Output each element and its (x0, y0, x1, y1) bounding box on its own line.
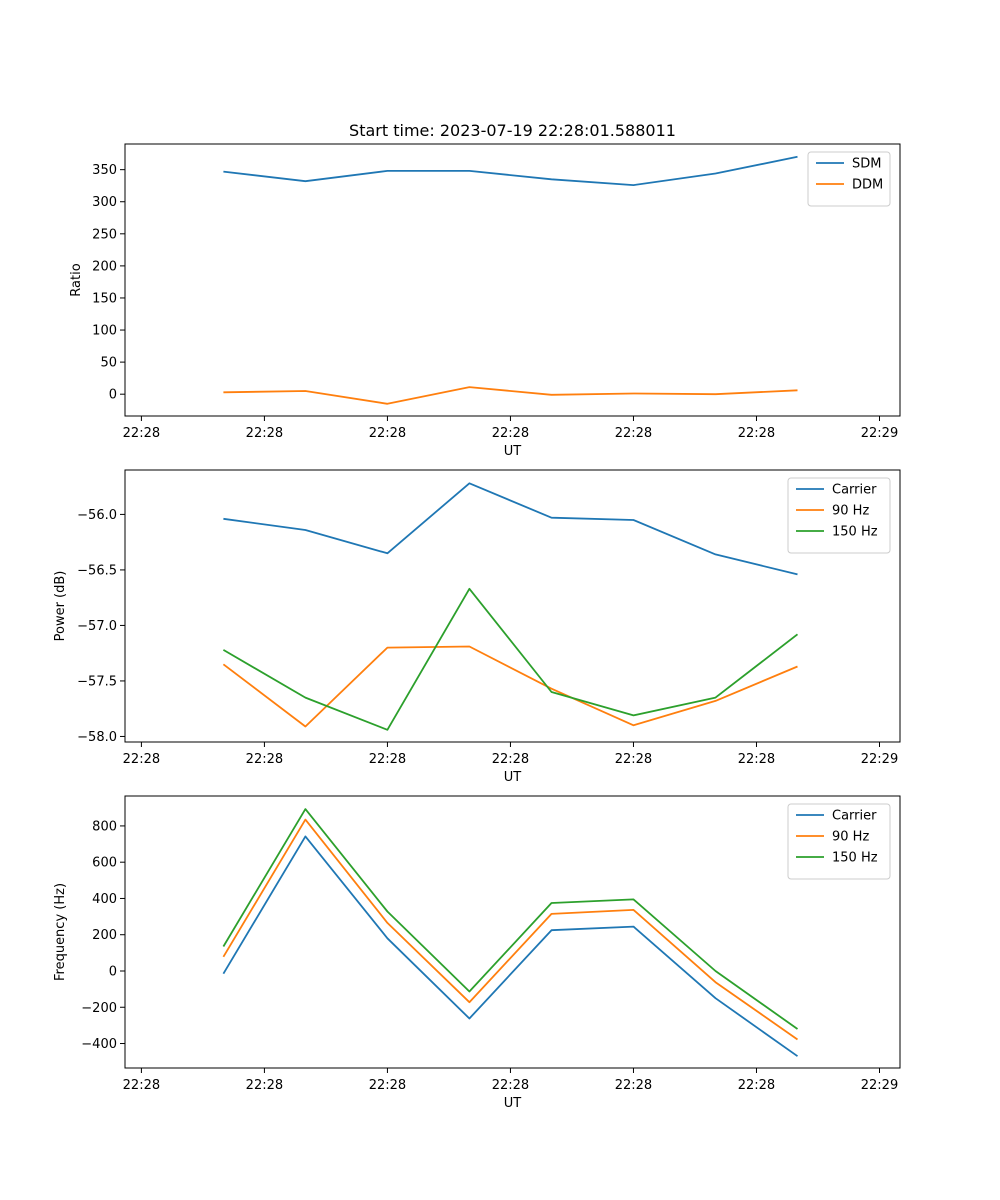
y-tick-label: 150 (92, 291, 117, 306)
ratio-y-axis-label: Ratio (69, 263, 84, 296)
power-chart: 22:28 22:28 22:28 22:28 22:28 22:28 22:29 −58.0… (53, 469, 901, 785)
x-tick-label: 22:29 (861, 426, 898, 441)
x-tick-label: 22:28 (123, 426, 160, 441)
y-tick-label: −57.5 (77, 674, 117, 689)
power-series-carrier-line (223, 482, 798, 576)
x-tick-label: 22:28 (492, 752, 529, 767)
frequency-series-carrier-line (222, 835, 799, 1057)
legend-frame (807, 151, 891, 207)
legend-label: 90 Hz (832, 504, 869, 519)
ratio-legend: SDM DDM (807, 151, 891, 207)
y-tick-label: 0 (109, 388, 117, 403)
x-tick-label: 22:28 (738, 752, 775, 767)
ratio-series-ddm-line (223, 386, 798, 405)
legend-frame (787, 803, 891, 880)
x-tick-label: 22:28 (246, 1078, 283, 1093)
power-series-150-hz-line (222, 587, 799, 731)
y-tick-label: 800 (92, 819, 117, 834)
y-tick-label: 0 (109, 964, 117, 979)
x-tick-label: 22:28 (369, 1078, 406, 1093)
frequency-series-90-hz-line (222, 818, 799, 1041)
x-tick-label: 22:28 (492, 426, 529, 441)
y-tick-label: 200 (92, 928, 117, 943)
x-tick-label: 22:28 (123, 1078, 160, 1093)
legend-frame (787, 477, 891, 554)
y-tick-label: 100 (92, 324, 117, 339)
y-tick-label: −400 (81, 1037, 117, 1052)
legend-label: DDM (852, 178, 883, 193)
ratio-axes-frame (124, 143, 901, 417)
x-tick-label: 22:28 (492, 1078, 529, 1093)
power-legend: Carrier 90 Hz 150 Hz (787, 477, 891, 554)
x-tick-label: 22:29 (861, 1078, 898, 1093)
ratio-series-sdm-line (223, 155, 798, 187)
figure-title: Start time: 2023-07-19 22:28:01.588011 (349, 121, 676, 140)
power-axes-frame (124, 469, 901, 743)
x-tick-label: 22:28 (615, 426, 652, 441)
y-tick-label: −56.5 (77, 563, 117, 578)
power-series-90-hz-line (222, 645, 798, 728)
ratio-chart: Start time: 2023-07-19 22:28:01.588011 22… (69, 121, 901, 459)
y-tick-label: −200 (81, 1001, 117, 1016)
frequency-series-150-hz-line (222, 808, 799, 1030)
y-tick-label: 50 (100, 356, 117, 371)
legend-label: 90 Hz (832, 830, 869, 845)
frequency-y-axis-label: Frequency (Hz) (53, 883, 68, 981)
x-tick-label: 22:28 (369, 752, 406, 767)
y-tick-label: 600 (92, 856, 117, 871)
y-tick-label: 400 (92, 892, 117, 907)
legend-label: SDM (852, 157, 881, 172)
x-tick-label: 22:28 (738, 1078, 775, 1093)
y-tick-label: 250 (92, 227, 117, 242)
x-tick-label: 22:28 (369, 426, 406, 441)
legend-label: Carrier (832, 809, 877, 824)
frequency-chart: 22:28 22:28 22:28 22:28 22:28 22:28 22:29 −400 −… (53, 795, 901, 1111)
legend-label: Carrier (832, 483, 877, 498)
x-tick-label: 22:28 (738, 426, 775, 441)
x-tick-label: 22:28 (123, 752, 160, 767)
legend-label: 150 Hz (832, 851, 878, 866)
frequency-x-axis-label: UT (504, 1096, 522, 1111)
x-tick-label: 22:28 (615, 752, 652, 767)
y-tick-label: −56.0 (77, 508, 117, 523)
legend-label: 150 Hz (832, 525, 878, 540)
y-tick-label: 300 (92, 195, 117, 210)
power-x-axis-label: UT (504, 770, 522, 785)
power-y-axis-label: Power (dB) (53, 571, 68, 642)
frequency-legend: Carrier 90 Hz 150 Hz (787, 803, 891, 880)
x-tick-label: 22:28 (246, 752, 283, 767)
x-tick-label: 22:29 (861, 752, 898, 767)
y-tick-label: −58.0 (77, 730, 117, 745)
ratio-x-axis-label: UT (504, 444, 522, 459)
x-tick-label: 22:28 (615, 1078, 652, 1093)
frequency-axes-frame (124, 795, 901, 1069)
y-tick-label: 200 (92, 259, 117, 274)
x-tick-label: 22:28 (246, 426, 283, 441)
y-tick-label: 350 (92, 163, 117, 178)
y-tick-label: −57.0 (77, 619, 117, 634)
